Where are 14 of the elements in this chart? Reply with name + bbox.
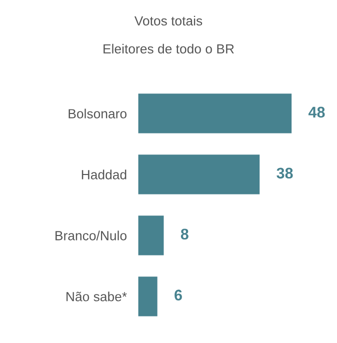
data-label: 38 [276,168,293,179]
y-tick-label: Haddad [82,170,126,180]
data-label: 48 [308,106,325,118]
chart-subtitle: Eleitores de todo o BR [104,44,234,54]
y-tick-label: Não sabe* [66,292,127,302]
bar [138,276,158,316]
data-label: 8 [180,228,188,240]
y-tick-label: Bolsonaro [68,108,127,118]
bar [138,216,164,256]
chart-title: Votos totais [134,16,202,26]
data-label: 6 [174,290,182,300]
bar [138,154,260,194]
bar [138,94,292,134]
y-tick-label: Branco/Nulo [56,230,127,240]
